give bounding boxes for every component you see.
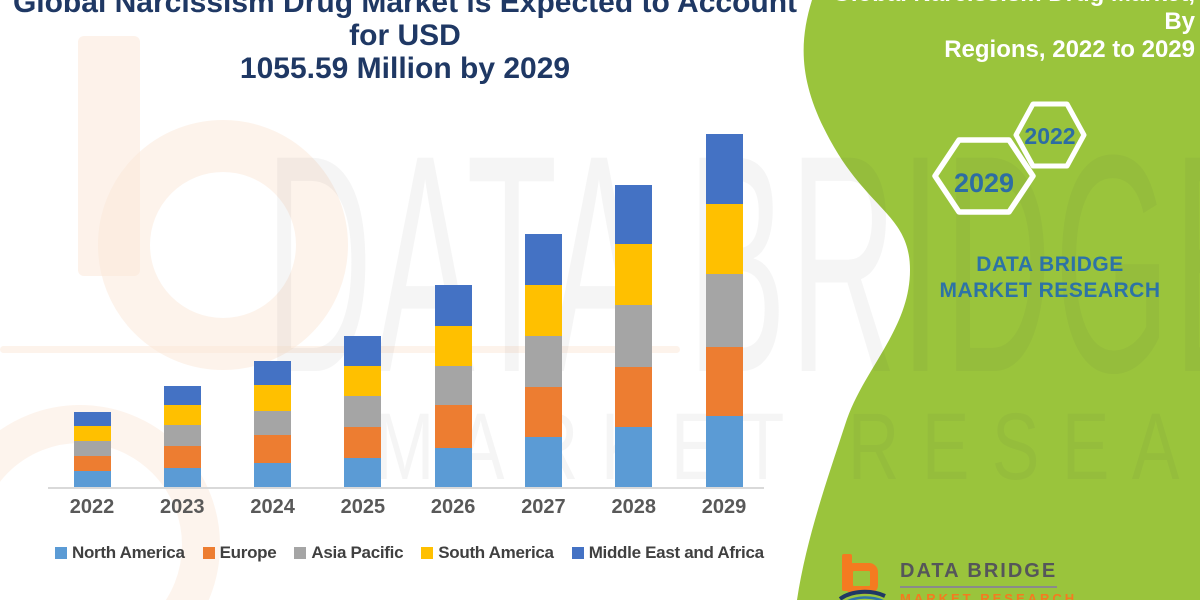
bar-segment (615, 185, 653, 244)
bar-segment (163, 446, 201, 468)
bar-segment (163, 386, 201, 406)
x-axis-label: 2028 (611, 496, 656, 518)
footer-logo-text: DATA BRIDGE MARKET RESEARCH (900, 560, 1077, 600)
legend-item: Europe (202, 543, 277, 563)
bar-segment (73, 426, 111, 441)
bar-segment (254, 360, 292, 386)
side-panel-title-line1: Global Narcissism Drug Market, By (832, 0, 1195, 35)
x-axis-label: 2025 (340, 496, 386, 518)
bar-segment (434, 285, 472, 326)
x-axis-label: 2024 (250, 496, 295, 518)
legend-item: Asia Pacific (294, 543, 404, 563)
bar-segment (524, 335, 562, 387)
bar-segment (344, 365, 382, 397)
legend-label: South America (438, 543, 554, 562)
bar-segment (615, 243, 653, 306)
legend-swatch (202, 547, 215, 559)
bar-stack-2023 (163, 386, 201, 487)
bar-stack-2026 (434, 285, 472, 487)
footer-logo: DATA BRIDGE MARKET RESEARCH (838, 554, 1077, 600)
x-axis-label: 2027 (521, 496, 566, 518)
bar-segment (705, 416, 743, 487)
legend-item: North America (55, 543, 185, 563)
bar-segment (434, 366, 472, 406)
bar-segment (344, 335, 382, 366)
bar-stack-2024 (254, 360, 292, 487)
bar-segment (73, 456, 111, 472)
bar-segment (73, 440, 111, 457)
legend-label: North America (72, 543, 185, 562)
bar-segment (344, 396, 382, 427)
x-axis-label: 2022 (69, 496, 115, 518)
bar-segment (524, 234, 562, 285)
bar-segment (254, 385, 292, 412)
bar-segment (524, 284, 562, 336)
bar-segment (254, 434, 292, 463)
x-axis-label: 2029 (701, 496, 747, 518)
bar-segment (344, 457, 382, 487)
bar-segment (615, 426, 653, 487)
side-panel-title: Global Narcissism Drug Market, By Region… (815, 0, 1195, 64)
bar-stack-2025 (344, 335, 382, 487)
bar-segment (73, 471, 111, 487)
bar-stack-2028 (615, 185, 653, 487)
footer-logo-name: DATA BRIDGE (900, 560, 1058, 588)
legend-label: Asia Pacific (311, 543, 404, 562)
legend-swatch (571, 547, 584, 559)
chart-title: Global Narcissism Drug Market is Expecte… (0, 0, 810, 85)
legend-item: South America (421, 543, 554, 563)
bar-stack-2022 (73, 411, 111, 487)
brand-text: DATA BRIDGE MARKET RESEARCH (939, 253, 1161, 302)
bar-segment (434, 405, 472, 448)
chart-title-line1: Global Narcissism Drug Market is Expecte… (12, 0, 798, 52)
bar-segment (163, 467, 201, 487)
bar-segment (705, 346, 743, 417)
legend-swatch (294, 547, 307, 559)
x-axis-label: 2023 (160, 496, 205, 518)
bar-segment (254, 411, 292, 435)
bar-stack-2027 (524, 234, 562, 487)
data-bridge-logo-icon (838, 554, 886, 600)
bar-segment (524, 436, 562, 487)
x-axis-label: 2026 (430, 496, 476, 518)
bar-segment (344, 426, 382, 458)
legend-swatch (55, 547, 67, 559)
bar-segment (163, 405, 201, 425)
legend-swatch (421, 547, 434, 559)
legend-label: Europe (219, 543, 277, 562)
green-panel-shape (797, 0, 1200, 600)
bar-segment (705, 133, 743, 205)
bar-segment (705, 273, 743, 347)
bar-segment (163, 424, 201, 447)
bar-segment (254, 462, 292, 487)
bar-segment (705, 204, 743, 274)
chart-title-line2: 1055.59 Million by 2029 (239, 52, 571, 85)
bar-segment (615, 305, 653, 367)
x-axis-line (48, 487, 764, 489)
bar-segment (434, 447, 472, 487)
side-panel-title-line2: Regions, 2022 to 2029 (944, 36, 1195, 63)
bar-segment (73, 411, 111, 427)
legend-label: Middle East and Africa (588, 543, 764, 562)
chart-legend: North America Europe Asia Pacific South Ame… (55, 543, 764, 563)
bar-segment (615, 366, 653, 427)
bar-segment (434, 325, 472, 367)
bar-stack-2029 (705, 133, 743, 487)
bar-segment (524, 386, 562, 437)
footer-logo-subtitle: MARKET RESEARCH (900, 591, 1078, 600)
legend-item: Middle East and Africa (571, 543, 764, 563)
